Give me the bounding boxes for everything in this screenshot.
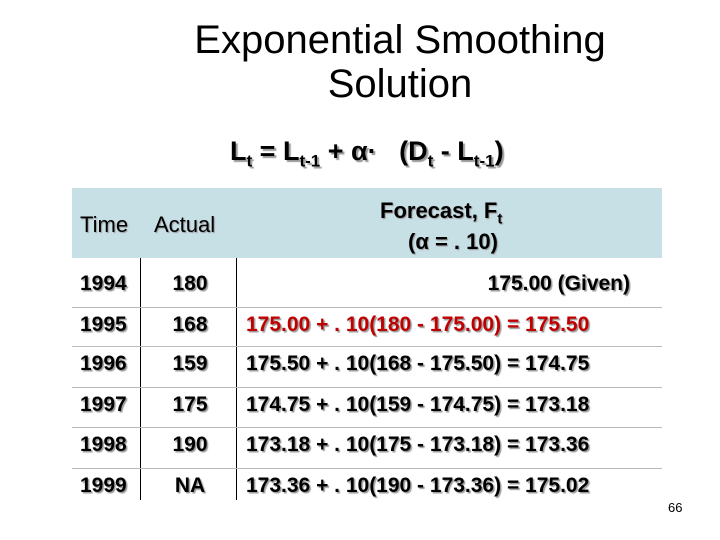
- column-header: Time: [80, 212, 129, 237]
- forecast-cell: 175.00 (Given): [487, 272, 630, 295]
- forecast-cell: 175.00 + . 10(180 - 175.00) = 175.50: [246, 313, 590, 336]
- forecast-cell: 173.18 + . 10(175 - 173.18) = 173.36: [246, 433, 590, 456]
- actual-cell: NA: [174, 474, 206, 497]
- formula-part: = L: [252, 136, 300, 166]
- column-header: Actual: [154, 212, 216, 237]
- forecast-cell: 174.75 + . 10(159 - 174.75) = 173.18: [246, 393, 590, 416]
- row-divider: [72, 307, 662, 308]
- actual-cell: 159: [172, 352, 208, 375]
- title-line: Solution: [327, 62, 473, 106]
- row-divider: [72, 427, 662, 428]
- forecast-cell: 173.36 + . 10(190 - 173.36) = 175.02: [246, 474, 590, 497]
- column-divider: [140, 258, 141, 500]
- forecast-cell: 175.50 + . 10(168 - 175.50) = 174.75: [246, 352, 590, 375]
- formula-part: ): [494, 136, 504, 166]
- actual-cell: 190: [172, 433, 208, 456]
- forecast-label: Forecast, F: [380, 198, 498, 223]
- page-number: 66: [668, 500, 683, 515]
- row-divider: [72, 346, 662, 347]
- formula: Lt = Lt-1 + α· (Dt - Lt-1): [230, 136, 504, 171]
- row-divider: [72, 468, 662, 469]
- time-cell: 1995: [80, 313, 127, 336]
- time-cell: 1996: [80, 352, 127, 375]
- formula-part: + α·: [320, 136, 377, 166]
- actual-cell: 168: [172, 313, 208, 336]
- formula-subscript: t: [427, 151, 434, 171]
- title-line: Exponential Smoothing: [194, 18, 606, 62]
- time-cell: 1999: [80, 474, 127, 497]
- actual-cell: 180: [172, 272, 208, 295]
- alpha-label: (α = . 10): [408, 229, 498, 254]
- column-header: Forecast, Ft: [380, 198, 502, 227]
- formula-part: L: [230, 136, 247, 166]
- time-cell: 1997: [80, 393, 127, 416]
- formula-part: (D: [399, 136, 428, 166]
- row-divider: [72, 387, 662, 388]
- formula-part: - L: [433, 136, 474, 166]
- actual-cell: 175: [172, 393, 208, 416]
- forecast-subscript: t: [497, 210, 503, 228]
- header-band: [72, 188, 662, 258]
- time-cell: 1998: [80, 433, 127, 456]
- formula-subscript: t: [246, 151, 253, 171]
- column-divider: [236, 258, 237, 500]
- time-cell: 1994: [80, 272, 127, 295]
- formula-subscript: t-1: [299, 151, 321, 171]
- formula-subscript: t-1: [473, 151, 495, 171]
